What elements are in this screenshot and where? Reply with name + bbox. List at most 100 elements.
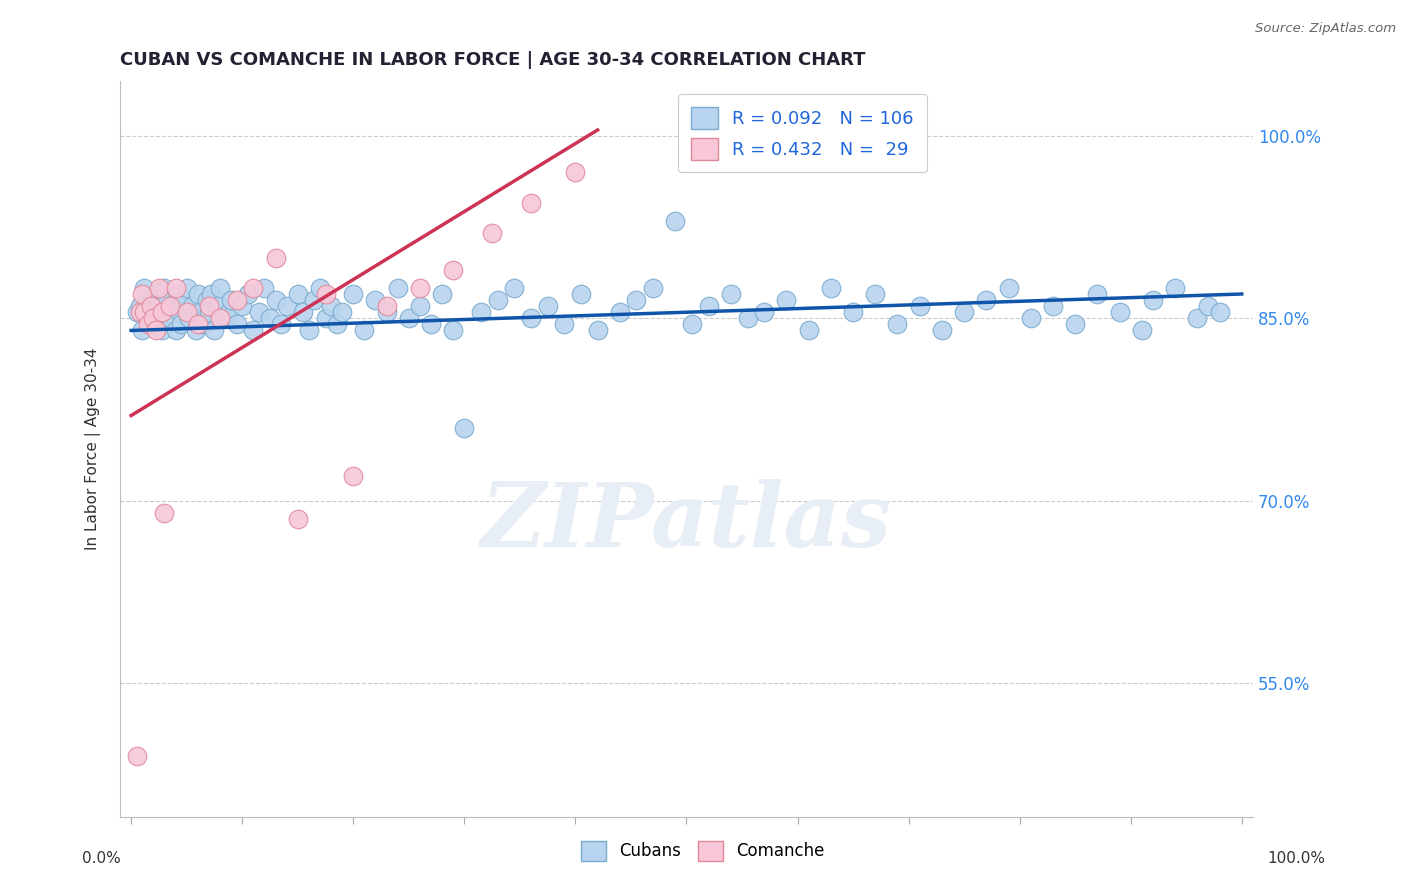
Point (1042, 299, 1064, 313)
Point (737, 311, 759, 326)
Point (173, 293, 195, 307)
Point (564, 165, 586, 179)
Point (319, 299, 342, 313)
Point (292, 305, 315, 319)
Point (219, 293, 242, 307)
Point (375, 299, 398, 313)
Point (166, 287, 188, 301)
Point (125, 748, 148, 763)
Point (153, 305, 176, 319)
Point (218, 305, 240, 319)
Point (176, 281, 198, 295)
Point (626, 293, 648, 307)
Point (225, 318, 247, 332)
Point (208, 281, 231, 295)
Point (136, 318, 159, 332)
Point (270, 318, 292, 332)
Text: 0.0%: 0.0% (82, 851, 121, 865)
Point (398, 311, 420, 326)
Point (198, 305, 221, 319)
Point (309, 281, 332, 295)
Point (145, 323, 167, 337)
Point (754, 305, 776, 319)
Point (134, 305, 156, 319)
Point (187, 287, 209, 301)
Point (797, 323, 820, 337)
Point (503, 281, 526, 295)
Point (1164, 281, 1187, 295)
Point (1019, 311, 1042, 326)
Point (681, 318, 703, 332)
Point (129, 299, 152, 313)
Point (236, 287, 259, 301)
Point (150, 305, 173, 319)
Y-axis label: In Labor Force | Age 30-34: In Labor Force | Age 30-34 (86, 348, 101, 550)
Text: Source: ZipAtlas.com: Source: ZipAtlas.com (1256, 22, 1396, 36)
Point (148, 287, 170, 301)
Point (420, 318, 443, 332)
Point (159, 311, 181, 326)
Point (664, 214, 686, 228)
Point (141, 293, 163, 307)
Point (586, 323, 609, 337)
Point (330, 305, 353, 319)
Point (204, 323, 226, 337)
Point (187, 318, 209, 332)
Point (486, 293, 509, 307)
Legend: Cubans, Comanche: Cubans, Comanche (575, 834, 831, 868)
Point (409, 299, 432, 313)
Point (181, 299, 204, 313)
Point (208, 311, 231, 326)
Point (287, 512, 309, 526)
Point (242, 281, 264, 295)
Point (131, 323, 153, 337)
Point (148, 299, 170, 313)
Point (953, 305, 976, 319)
Text: 100.0%: 100.0% (1267, 851, 1326, 865)
Point (169, 305, 191, 319)
Point (170, 318, 193, 332)
Point (159, 299, 181, 313)
Point (720, 287, 742, 301)
Point (315, 287, 337, 301)
Point (342, 287, 364, 301)
Point (225, 293, 247, 307)
Text: ZIPatlas: ZIPatlas (481, 479, 891, 566)
Point (315, 311, 337, 326)
Point (165, 281, 187, 295)
Point (142, 305, 165, 319)
Point (264, 251, 287, 265)
Point (409, 281, 432, 295)
Point (481, 226, 503, 240)
Point (1130, 323, 1153, 337)
Point (1208, 305, 1230, 319)
Point (298, 323, 321, 337)
Point (129, 305, 152, 319)
Point (387, 281, 409, 295)
Point (997, 281, 1019, 295)
Point (153, 281, 176, 295)
Point (886, 318, 908, 332)
Point (200, 287, 222, 301)
Point (253, 281, 276, 295)
Point (304, 293, 326, 307)
Point (1108, 305, 1130, 319)
Point (1085, 287, 1108, 301)
Point (375, 305, 398, 319)
Point (453, 420, 475, 434)
Point (353, 323, 375, 337)
Point (193, 318, 215, 332)
Point (131, 287, 153, 301)
Point (842, 305, 865, 319)
Point (165, 323, 187, 337)
Point (198, 299, 221, 313)
Point (276, 299, 298, 313)
Point (264, 293, 287, 307)
Point (1187, 311, 1209, 326)
Point (141, 299, 163, 313)
Point (1064, 318, 1087, 332)
Point (148, 281, 170, 295)
Point (184, 323, 207, 337)
Point (207, 299, 229, 313)
Text: CUBAN VS COMANCHE IN LABOR FORCE | AGE 30-34 CORRELATION CHART: CUBAN VS COMANCHE IN LABOR FORCE | AGE 3… (120, 51, 866, 69)
